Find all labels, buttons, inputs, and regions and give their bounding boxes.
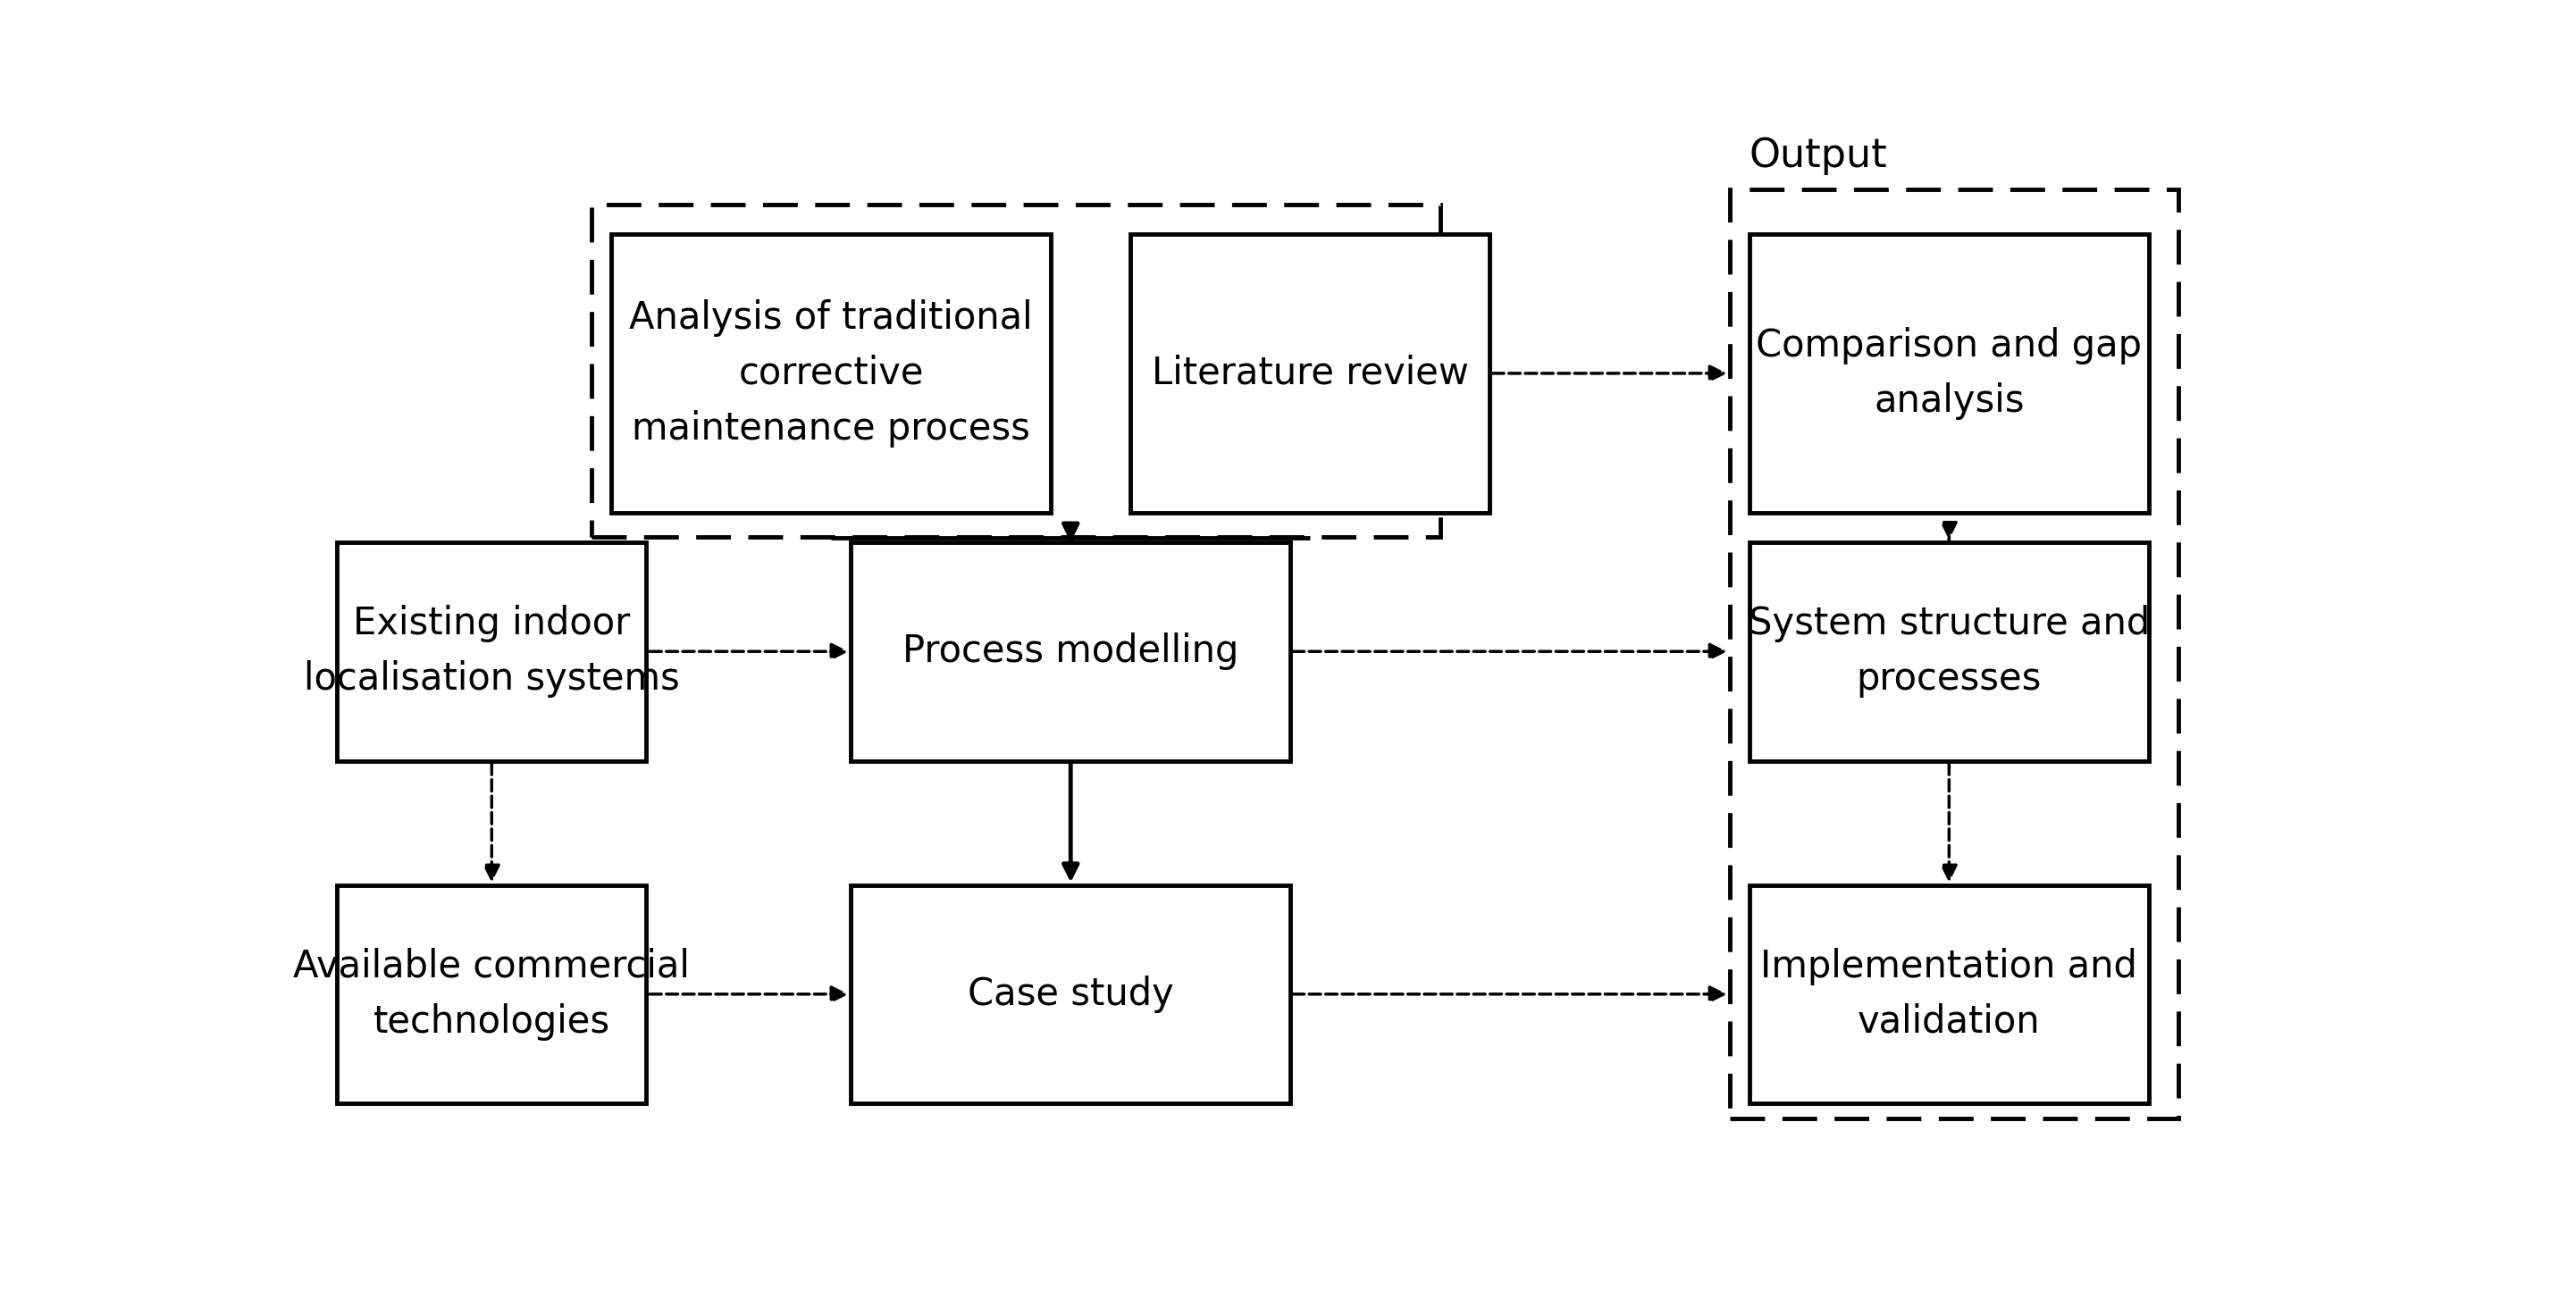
Bar bbox=[850, 542, 1291, 761]
Bar bbox=[1749, 235, 2148, 512]
Text: Existing indoor
localisation systems: Existing indoor localisation systems bbox=[304, 605, 680, 698]
Bar bbox=[1749, 542, 2148, 761]
Text: System structure and
processes: System structure and processes bbox=[1749, 605, 2151, 698]
Bar bbox=[337, 885, 647, 1103]
Text: Literature review: Literature review bbox=[1151, 355, 1468, 392]
Text: Analysis of traditional
corrective
maintenance process: Analysis of traditional corrective maint… bbox=[629, 299, 1033, 448]
Bar bbox=[1131, 235, 1489, 512]
Bar bbox=[1749, 885, 2148, 1103]
Bar bbox=[611, 235, 1051, 512]
Bar bbox=[850, 885, 1291, 1103]
Text: Output: Output bbox=[1749, 137, 1888, 174]
Text: Case study: Case study bbox=[969, 975, 1175, 1013]
Bar bbox=[1728, 190, 2179, 1118]
Text: Implementation and
validation: Implementation and validation bbox=[1759, 948, 2138, 1041]
Bar bbox=[337, 542, 647, 761]
Text: Process modelling: Process modelling bbox=[902, 632, 1239, 671]
Text: Comparison and gap
analysis: Comparison and gap analysis bbox=[1757, 326, 2143, 419]
Bar bbox=[592, 204, 1440, 537]
Text: Available commercial
technologies: Available commercial technologies bbox=[294, 948, 690, 1041]
